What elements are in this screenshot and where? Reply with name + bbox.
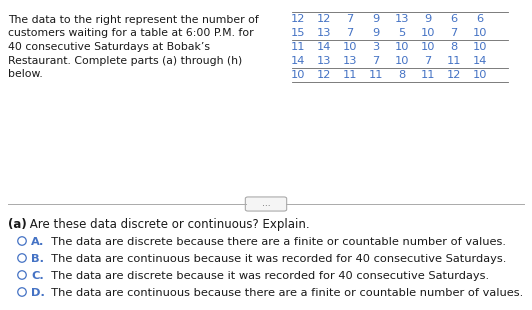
Text: 14: 14 <box>317 42 331 52</box>
Text: 40 consecutive Saturdays at Bobak’s: 40 consecutive Saturdays at Bobak’s <box>8 42 210 52</box>
Text: 10: 10 <box>291 70 305 80</box>
Text: 10: 10 <box>421 28 435 38</box>
Text: 3: 3 <box>372 42 380 52</box>
Text: 5: 5 <box>398 28 405 38</box>
Text: The data are continuous because there are a finite or countable number of values: The data are continuous because there ar… <box>44 288 523 298</box>
Text: Are these data discrete or continuous? Explain.: Are these data discrete or continuous? E… <box>26 218 310 231</box>
Text: 6: 6 <box>451 14 458 24</box>
Text: The data to the right represent the number of: The data to the right represent the numb… <box>8 15 259 25</box>
Text: 12: 12 <box>317 70 331 80</box>
Text: 7: 7 <box>372 56 380 66</box>
Text: 12: 12 <box>317 14 331 24</box>
Text: ...: ... <box>262 200 270 209</box>
Text: 10: 10 <box>473 28 487 38</box>
Text: 9: 9 <box>372 14 380 24</box>
Text: 8: 8 <box>398 70 405 80</box>
Text: 7: 7 <box>451 28 458 38</box>
Text: 11: 11 <box>421 70 435 80</box>
Text: 14: 14 <box>473 56 487 66</box>
Text: 7: 7 <box>346 28 354 38</box>
Text: 7: 7 <box>425 56 431 66</box>
Text: 7: 7 <box>346 14 354 24</box>
Text: B.: B. <box>31 254 44 264</box>
Text: 6: 6 <box>477 14 484 24</box>
Text: The data are continuous because it was recorded for 40 consecutive Saturdays.: The data are continuous because it was r… <box>44 254 506 264</box>
Text: 15: 15 <box>291 28 305 38</box>
Text: C.: C. <box>31 271 44 281</box>
Text: 13: 13 <box>343 56 358 66</box>
Text: 9: 9 <box>372 28 380 38</box>
Text: customers waiting for a table at 6:00 P.M. for: customers waiting for a table at 6:00 P.… <box>8 29 254 38</box>
Text: 13: 13 <box>317 56 331 66</box>
Text: 10: 10 <box>395 42 409 52</box>
Text: 10: 10 <box>473 42 487 52</box>
Text: Restaurant. Complete parts (a) through (h): Restaurant. Complete parts (a) through (… <box>8 55 242 65</box>
Text: 11: 11 <box>447 56 461 66</box>
Text: The data are discrete because there are a finite or countable number of values.: The data are discrete because there are … <box>44 237 506 247</box>
Text: 10: 10 <box>343 42 358 52</box>
Text: 11: 11 <box>369 70 383 80</box>
FancyBboxPatch shape <box>245 197 287 211</box>
Text: 9: 9 <box>425 14 431 24</box>
Text: A.: A. <box>31 237 44 247</box>
Text: 8: 8 <box>451 42 458 52</box>
Text: 10: 10 <box>473 70 487 80</box>
Text: below.: below. <box>8 69 43 79</box>
Text: D.: D. <box>31 288 45 298</box>
Text: 11: 11 <box>343 70 358 80</box>
Text: 10: 10 <box>395 56 409 66</box>
Text: 13: 13 <box>317 28 331 38</box>
Text: 12: 12 <box>291 14 305 24</box>
Text: The data are discrete because it was recorded for 40 consecutive Saturdays.: The data are discrete because it was rec… <box>44 271 489 281</box>
Text: 11: 11 <box>291 42 305 52</box>
Text: 12: 12 <box>447 70 461 80</box>
Text: 13: 13 <box>395 14 409 24</box>
Text: (a): (a) <box>8 218 27 231</box>
Text: 14: 14 <box>291 56 305 66</box>
Text: 10: 10 <box>421 42 435 52</box>
